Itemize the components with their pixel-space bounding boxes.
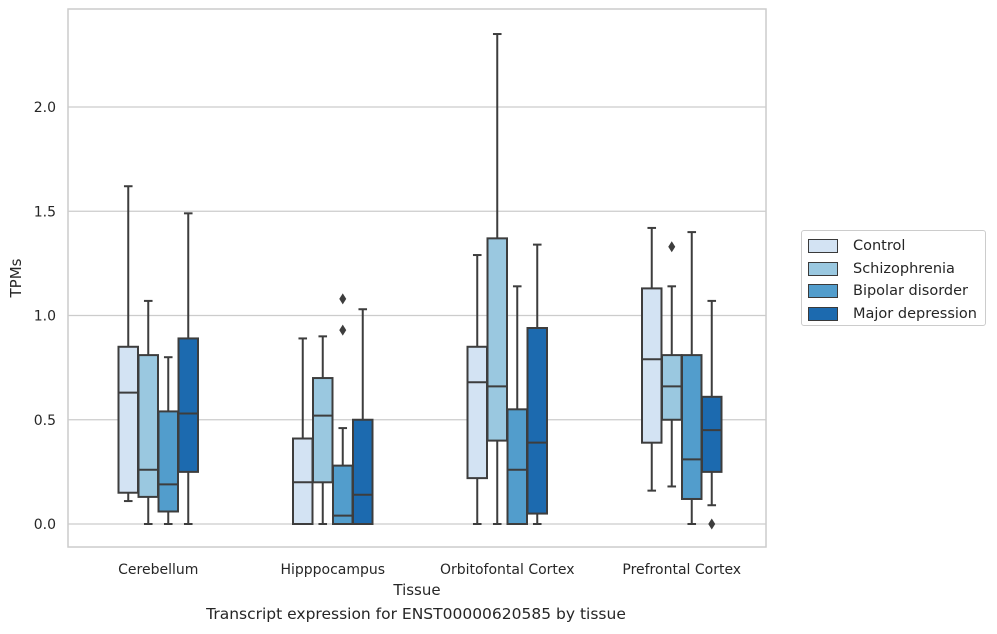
box <box>117 345 139 494</box>
y-tick-labels: 0.0 0.5 1.0 1.5 2.0 <box>34 100 56 533</box>
box-cerebellum-schizophrenia <box>137 299 159 525</box>
box-hipppocampus-bipolar-disorder <box>332 293 354 525</box>
box <box>292 437 314 526</box>
legend-item: Bipolar disorder <box>808 280 985 303</box>
legend-item: Control <box>808 235 985 258</box>
legend-item: Major depression <box>808 303 985 326</box>
box-hipppocampus-schizophrenia <box>312 335 334 525</box>
legend-label: Control <box>853 238 906 255</box>
legend-swatch <box>808 284 838 299</box>
box <box>641 287 663 444</box>
box <box>526 327 548 515</box>
outlier-point <box>708 518 716 530</box>
box <box>506 408 528 526</box>
y-tick-label: 1.0 <box>34 309 56 325</box>
box-series <box>117 33 723 530</box>
box <box>661 354 683 421</box>
box-cerebellum-major-depression <box>177 212 199 525</box>
chart-title: Transcript expression for ENST0000062058… <box>206 605 626 623</box>
x-tick-labels: Cerebellum Hipppocampus Orbitofontal Corte… <box>118 562 741 578</box>
legend-label: Bipolar disorder <box>853 283 968 300</box>
x-tick-label: Cerebellum <box>118 562 198 578</box>
legend-item: Schizophrenia <box>808 258 985 281</box>
legend-swatch <box>808 306 838 321</box>
y-axis-label: TPMs <box>7 258 25 298</box>
box-hipppocampus-major-depression <box>352 308 374 525</box>
box <box>681 354 703 500</box>
box <box>701 395 723 473</box>
box <box>466 345 488 480</box>
x-tick-label: Orbitofontal Cortex <box>440 562 575 578</box>
box <box>177 337 199 473</box>
y-tick-label: 1.5 <box>34 204 56 220</box>
legend: Control Schizophrenia Bipolar disorder Majo… <box>801 230 986 326</box>
outlier-point <box>339 324 347 336</box>
outlier-point <box>668 241 676 253</box>
box <box>157 410 179 513</box>
box-orbitofontal-cortex-control <box>466 254 488 525</box>
x-axis-label: Tissue <box>392 581 440 599</box>
box-prefrontal-cortex-bipolar-disorder <box>681 231 703 525</box>
box-hipppocampus-control <box>292 337 314 526</box>
x-tick-label: Prefrontal Cortex <box>622 562 741 578</box>
box <box>137 354 159 498</box>
box-prefrontal-cortex-major-depression <box>701 299 723 530</box>
y-tick-label: 2.0 <box>34 100 56 116</box>
outlier-point <box>339 293 347 305</box>
legend-label: Major depression <box>853 305 977 322</box>
y-tick-label: 0.5 <box>34 413 56 429</box>
x-tick-label: Hipppocampus <box>280 562 385 578</box>
box <box>486 237 508 442</box>
box <box>312 377 334 484</box>
legend-label: Schizophrenia <box>853 260 955 277</box>
box-orbitofontal-cortex-schizophrenia <box>486 33 508 525</box>
box-orbitofontal-cortex-major-depression <box>526 243 548 525</box>
box <box>352 418 374 525</box>
legend-swatch <box>808 239 838 254</box>
box-prefrontal-cortex-schizophrenia <box>661 241 683 488</box>
legend-swatch <box>808 261 838 276</box>
y-tick-label: 0.0 <box>34 517 56 533</box>
